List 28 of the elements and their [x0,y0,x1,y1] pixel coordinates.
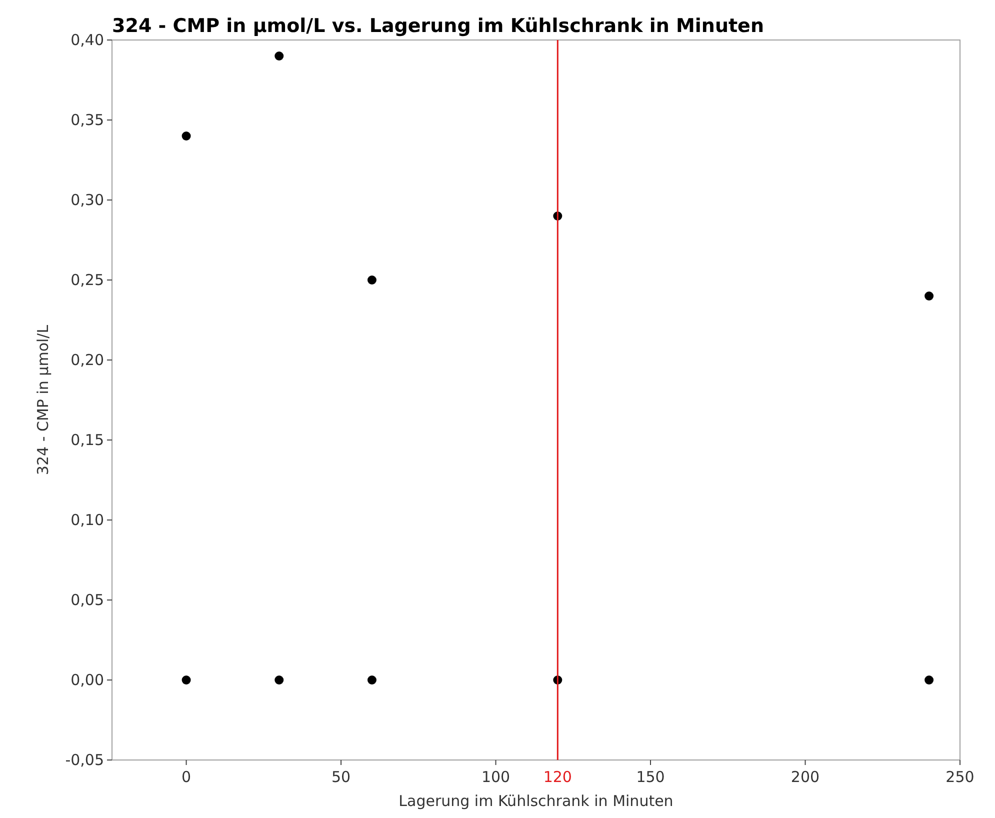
point [924,292,934,300]
y-tick-label: 0,00 [70,671,104,689]
point [367,276,376,284]
x-tick-label: 150 [636,768,665,786]
x-tick-label: 100 [481,768,510,786]
y-tick-label: 0,25 [70,271,104,289]
x-tick-label: 250 [946,768,974,786]
x-tick-label: 200 [790,768,820,786]
point [274,52,284,60]
chart-title: 324 - CMP in µmol/L vs. Lagerung im Kühlschrank in Minuten [112,15,764,37]
x-axis-title: Lagerung im Kühlschrank in Minuten [398,792,674,810]
y-axis-title: 324 - CMP in µmol/L [34,324,52,476]
point [924,676,934,684]
y-tick-label: -0,05 [65,751,104,769]
x-tick-label: 0 [182,768,192,786]
y-tick-label: 0,15 [70,431,104,449]
point [182,676,191,684]
y-tick-label: 0,30 [70,191,104,209]
y-tick-label: 0,35 [70,111,104,129]
point [367,676,376,684]
x-tick-label: 50 [331,768,351,786]
y-tick-label: 0,10 [70,511,104,529]
y-tick-label: 0,20 [70,351,104,369]
point [182,132,191,140]
y-tick-label: 0,40 [70,31,104,49]
point [274,676,284,684]
y-tick-label: 0,05 [70,591,104,609]
ref-line-label: 120 [543,768,572,786]
